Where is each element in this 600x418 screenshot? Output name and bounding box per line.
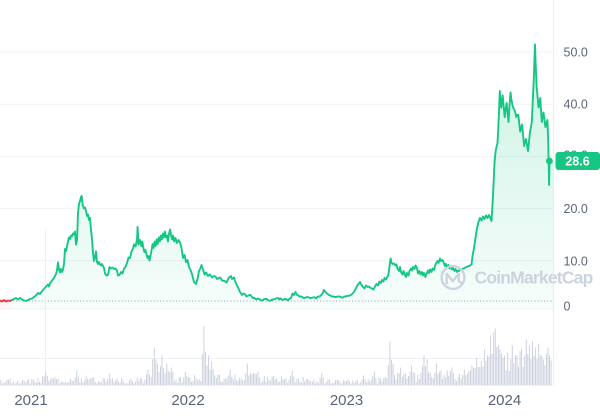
svg-text:40.0: 40.0 [564, 98, 588, 112]
svg-text:28.6: 28.6 [565, 155, 589, 169]
svg-text:10.0: 10.0 [564, 254, 588, 268]
svg-text:0: 0 [564, 300, 571, 314]
svg-text:50.0: 50.0 [564, 46, 588, 60]
svg-text:CoinMarketCap: CoinMarketCap [475, 268, 593, 288]
svg-text:2023: 2023 [330, 392, 363, 409]
svg-text:2024: 2024 [488, 392, 521, 409]
svg-text:2022: 2022 [171, 392, 204, 409]
svg-text:2021: 2021 [14, 392, 47, 409]
svg-text:20.0: 20.0 [564, 202, 588, 216]
